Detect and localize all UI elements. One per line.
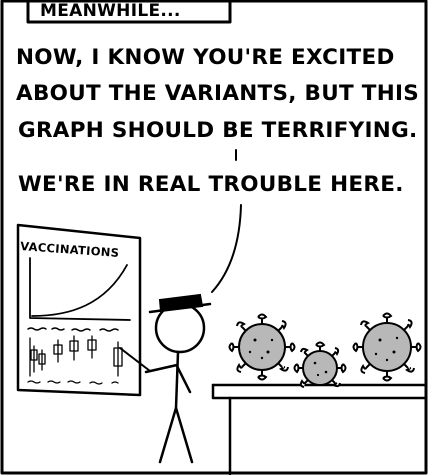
speech-text: NOW, I KNOW YOU'RE EXCITED ABOUT THE VAR… (16, 45, 419, 197)
board-chart-axes (29, 257, 131, 321)
other-arm (175, 364, 192, 394)
caption-box: MEANWHILE... (26, 0, 232, 24)
table (211, 383, 428, 475)
virus-model-left (228, 313, 296, 381)
torso (174, 350, 180, 410)
speech-tail (211, 149, 242, 293)
speech-line-3: GRAPH SHOULD BE TERRIFYING. (18, 118, 418, 143)
board-boxplots (27, 335, 123, 385)
board-divider (27, 327, 119, 332)
virus-model-right (352, 312, 422, 382)
whiteboard: VACCINATIONS (16, 223, 142, 397)
speech-line-2: ABOUT THE VARIANTS, BUT THIS (16, 81, 419, 106)
head (154, 302, 206, 354)
speech-line-4: WE'RE IN REAL TROUBLE HERE. (18, 172, 404, 197)
pointer-stick (119, 347, 151, 372)
virus-model-middle (293, 341, 347, 388)
board-title: VACCINATIONS (20, 239, 120, 260)
legs (158, 406, 194, 464)
speech-line-1: NOW, I KNOW YOU'RE EXCITED (16, 45, 395, 70)
board-chart-curve (31, 264, 128, 317)
caption-text: MEANWHILE... (40, 1, 181, 21)
stick-figure (119, 293, 212, 464)
arm (144, 363, 179, 374)
